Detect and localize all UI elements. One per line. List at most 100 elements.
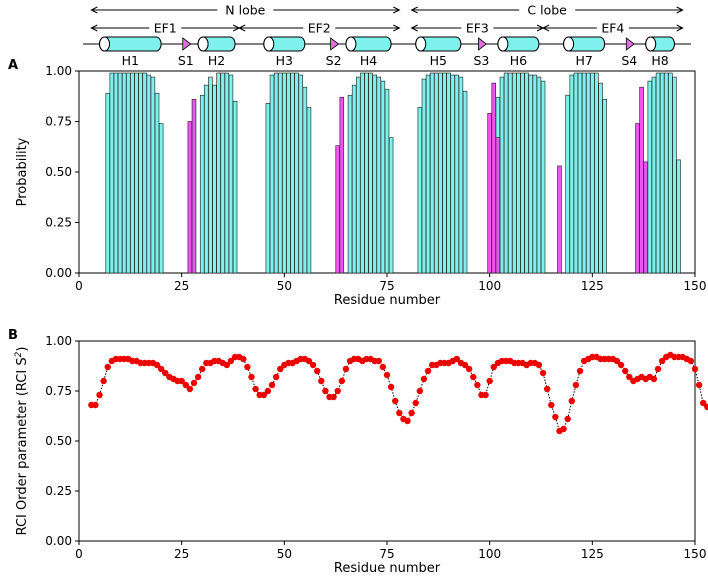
rci-data-point xyxy=(453,355,461,363)
helix-probability-bar xyxy=(109,72,115,274)
helix-cylinder-icon xyxy=(497,36,540,52)
ef-hand-label: EF1 xyxy=(154,21,177,36)
strand-triangle-icon xyxy=(625,37,635,51)
helix-probability-bar xyxy=(659,72,665,274)
rci-data-point xyxy=(334,387,341,395)
helix-probability-bar xyxy=(417,107,423,274)
helix-label: H7 xyxy=(575,53,592,68)
ef-hand-label-background xyxy=(149,20,182,36)
lobe-label-background xyxy=(217,2,274,18)
rci-data-point xyxy=(157,365,165,373)
strand-probability-bar xyxy=(495,137,501,274)
panel-b-y-tick-label: 0.25 xyxy=(45,484,72,498)
panel-a-x-axis-label: Residue number xyxy=(334,293,441,308)
helix-probability-bar xyxy=(676,159,681,274)
helix-probability-bar xyxy=(286,72,291,274)
helix-probability-bar xyxy=(594,72,599,274)
strand-probability-bar xyxy=(191,98,197,274)
panel-b-x-tick-label: 50 xyxy=(277,547,292,561)
panel-a-panel-label: A xyxy=(8,58,18,73)
helix-probability-bar xyxy=(499,76,505,274)
rci-data-point xyxy=(650,375,658,383)
ef-hand-arrowhead-left xyxy=(90,24,98,32)
rci-data-point xyxy=(244,363,251,371)
helix-probability-bar xyxy=(655,72,661,274)
ef-hand-label: EF4 xyxy=(601,21,624,36)
ef-hand-arrowhead-left xyxy=(541,24,550,32)
strand-probability-bar xyxy=(335,145,340,274)
helix-probability-bar xyxy=(150,76,156,274)
ef-hand-label: EF2 xyxy=(308,21,331,36)
rci-data-point xyxy=(482,391,489,399)
rci-data-point xyxy=(560,425,567,433)
rci-data-point xyxy=(408,409,415,417)
helix-probability-bar xyxy=(134,72,139,274)
strand-label: S3 xyxy=(474,53,490,68)
rci-data-point xyxy=(396,409,403,417)
rci-data-point xyxy=(92,401,99,409)
strand-label: S1 xyxy=(178,53,194,68)
helix-probability-bar xyxy=(672,76,677,274)
rci-data-point xyxy=(194,373,202,381)
rci-data-point xyxy=(162,369,169,377)
rci-data-point xyxy=(404,417,411,425)
panel-b-x-tick-label: 150 xyxy=(684,547,707,561)
helix-probability-bar xyxy=(434,72,439,274)
rci-data-point xyxy=(100,377,107,385)
ef-hand-label-background xyxy=(461,20,494,36)
strand-triangle-icon xyxy=(330,37,340,51)
helix-probability-bar xyxy=(232,101,238,274)
helix-cylinder-icon xyxy=(263,36,306,52)
helix-probability-bar xyxy=(446,72,451,274)
rci-data-point xyxy=(248,373,255,381)
rci-data-point xyxy=(178,377,185,385)
helix-probability-bar xyxy=(355,76,361,274)
helix-probability-bar xyxy=(536,76,542,274)
helix-probability-bar xyxy=(458,76,464,274)
strand-probability-bar xyxy=(557,165,562,274)
rci-data-point xyxy=(322,387,329,395)
helix-probability-bar xyxy=(429,72,435,274)
rci-data-point xyxy=(277,365,284,373)
helix-probability-bar xyxy=(454,74,460,274)
strand-probability-bar xyxy=(635,123,640,274)
rci-data-point xyxy=(260,391,267,399)
lobe-arrowhead-left xyxy=(90,6,98,14)
rci-data-point xyxy=(383,371,391,379)
helix-probability-bar xyxy=(368,72,373,274)
panel-a-y-tick-label: 0.25 xyxy=(45,216,72,230)
panel-b-y-axis-label: RCI Order parameter (RCI S2) xyxy=(14,347,30,536)
helix-probability-bar xyxy=(528,74,533,274)
rci-data-point xyxy=(190,379,198,387)
helix-probability-bar xyxy=(228,74,234,274)
helix-label: H1 xyxy=(122,53,139,68)
strand-probability-bar xyxy=(643,161,648,274)
rci-data-point xyxy=(552,413,559,421)
helix-probability-bar xyxy=(384,88,390,274)
strand-probability-bar xyxy=(487,113,492,274)
rci-data-point xyxy=(416,387,424,395)
helix-label: H5 xyxy=(430,53,447,68)
rci-data-point xyxy=(268,381,276,389)
panel-b-x-tick-label: 125 xyxy=(581,547,604,561)
panel-b-y-tick-label: 0.75 xyxy=(45,384,72,398)
rci-data-point xyxy=(182,381,189,389)
rci-data-point xyxy=(465,365,473,373)
helix-probability-bar xyxy=(372,74,377,274)
rci-data-point xyxy=(474,381,481,389)
helix-probability-bar xyxy=(216,72,221,274)
panel-b-y-axis-label-superscript: 2 xyxy=(14,351,24,357)
panel-a-y-tick-label: 0.50 xyxy=(45,165,72,179)
helix-probability-bar xyxy=(273,72,279,274)
lobe-label: N lobe xyxy=(225,3,265,18)
ef-hand-arrowhead-right xyxy=(393,24,401,32)
panel-b-plot-frame xyxy=(78,340,696,542)
helix-label: H6 xyxy=(510,53,527,68)
rci-data-point xyxy=(490,363,497,371)
helix-probability-bar xyxy=(540,80,546,274)
rci-data-point xyxy=(543,385,551,393)
panel-b-panel-label: B xyxy=(8,328,18,343)
helix-cylinder-icon xyxy=(563,36,606,52)
helix-probability-bar xyxy=(503,72,509,274)
